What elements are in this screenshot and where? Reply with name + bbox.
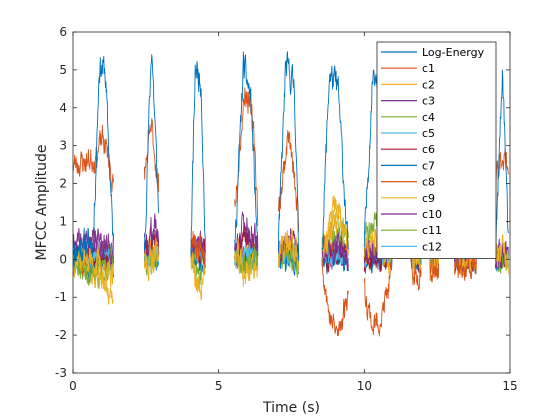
x-tick-label: 0	[69, 379, 77, 393]
legend-label: Log-Energy	[422, 46, 485, 59]
plot-frame	[72, 31, 511, 374]
legend-label: c3	[422, 95, 435, 108]
legend-label: c11	[422, 224, 442, 237]
legend-label: c2	[422, 78, 435, 91]
y-tick-label: -1	[55, 290, 67, 304]
x-tick-label: 5	[215, 379, 223, 393]
y-tick-label: 4	[59, 101, 67, 115]
y-tick-label: -2	[55, 328, 67, 342]
legend-label: c9	[422, 192, 435, 205]
y-tick-label: 2	[59, 177, 67, 191]
x-tick-label: 15	[502, 379, 517, 393]
legend-label: c7	[422, 159, 435, 172]
legend-label: c8	[422, 176, 435, 189]
legend: Log-Energy c1 c2 c3 c4 c5 c6 c7 c8 c9 c10 c11 c12	[376, 41, 497, 260]
legend-label: c6	[422, 143, 435, 156]
x-tick-label: 10	[357, 379, 372, 393]
legend-box	[376, 41, 497, 260]
y-tick-label: 0	[59, 252, 67, 266]
legend-label: c5	[422, 127, 435, 140]
series-line-c1	[73, 87, 509, 337]
legend-label: c4	[422, 111, 435, 124]
tick-layer: 0 5 10 15 -3 -2 -1 0 1 2 3 4 5 6	[55, 25, 518, 393]
x-axis-title: Time (s)	[262, 400, 320, 416]
legend-label: c12	[422, 240, 442, 253]
y-tick-label: -3	[55, 366, 67, 380]
y-axis-title: MFCC Amplitude	[34, 145, 50, 261]
legend-label: c10	[422, 208, 442, 221]
y-tick-label: 1	[59, 214, 67, 228]
legend-label: c1	[422, 62, 435, 75]
y-tick-label: 6	[59, 25, 67, 39]
y-tick-label: 3	[59, 139, 67, 153]
y-tick-label: 5	[59, 63, 67, 77]
